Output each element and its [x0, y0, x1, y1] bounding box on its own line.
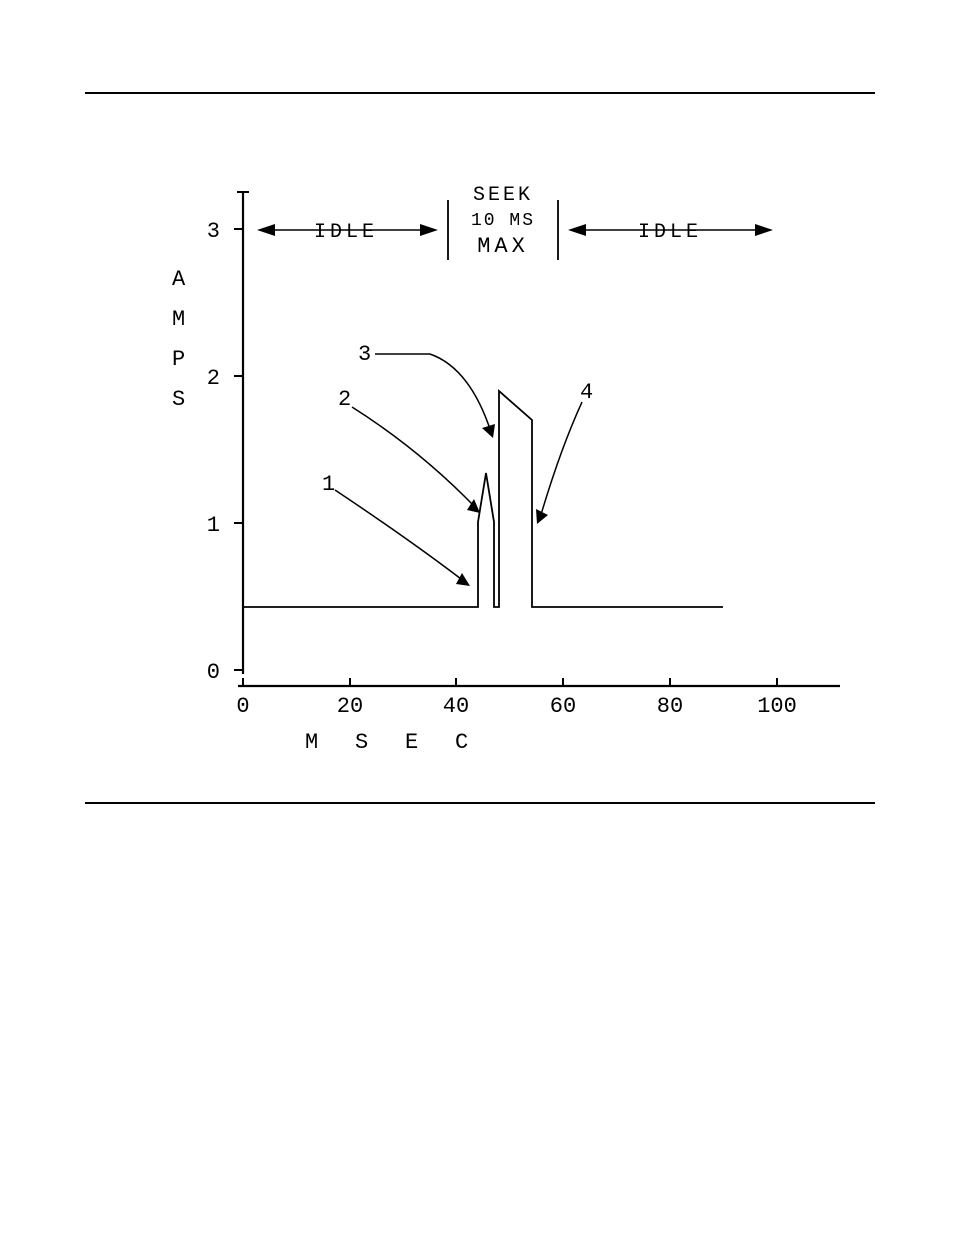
ytick-3: 3: [207, 219, 220, 244]
seek-label-1: SEEK: [473, 184, 533, 207]
xtick-100: 100: [757, 694, 797, 719]
x-axis-label-C: C: [455, 730, 468, 755]
y-axis-label-S: S: [172, 387, 185, 412]
xtick-80: 80: [657, 694, 683, 719]
xtick-0: 0: [236, 694, 249, 719]
x-axis-label-M: M: [305, 730, 318, 755]
callout-2-arrow: [352, 407, 476, 508]
ytick-1: 1: [207, 513, 220, 538]
xtick-20: 20: [337, 694, 363, 719]
seek-label-3: MAX: [477, 234, 529, 259]
callout-2: 2: [338, 387, 351, 412]
idle-right-label: IDLE: [638, 221, 702, 244]
top-rule: [85, 92, 875, 94]
y-axis-label-P: P: [172, 347, 185, 372]
x-axis-label-S: S: [355, 730, 368, 755]
ytick-0: 0: [207, 660, 220, 685]
callout-4-arrow: [540, 402, 582, 518]
seek-current-chart: 0 1 2 3 A M P S 0 20 40 60 80 100 M S E …: [130, 130, 850, 770]
ytick-2: 2: [207, 366, 220, 391]
y-axis-label-A: A: [172, 267, 186, 292]
xtick-60: 60: [550, 694, 576, 719]
callout-1: 1: [322, 472, 335, 497]
idle-left-label: IDLE: [314, 221, 378, 244]
callout-4: 4: [580, 380, 593, 405]
callout-3: 3: [358, 342, 371, 367]
current-trace: [243, 391, 723, 607]
callout-1-arrow: [335, 490, 465, 582]
seek-label-2: 10 MS: [471, 211, 535, 231]
x-axis-label-E: E: [405, 730, 418, 755]
page: 0 1 2 3 A M P S 0 20 40 60 80 100 M S E …: [0, 0, 954, 1235]
y-axis-label-M: M: [172, 307, 185, 332]
xtick-40: 40: [443, 694, 469, 719]
callout-3-arrow: [430, 354, 491, 432]
bottom-rule: [85, 802, 875, 804]
